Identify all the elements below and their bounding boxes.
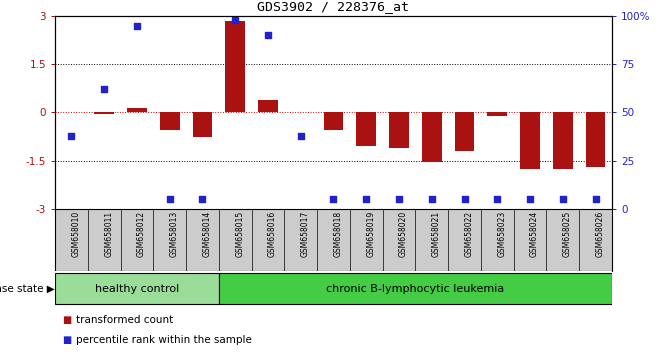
Text: GSM658012: GSM658012 xyxy=(137,211,146,257)
Bar xyxy=(55,273,219,304)
Bar xyxy=(258,99,278,113)
Point xyxy=(197,196,208,202)
Text: GSM658025: GSM658025 xyxy=(563,211,572,257)
Bar xyxy=(95,113,114,114)
Bar xyxy=(389,113,409,148)
Text: GSM658026: GSM658026 xyxy=(596,211,605,257)
Point xyxy=(394,196,405,202)
Text: GSM658024: GSM658024 xyxy=(530,211,539,257)
Text: GSM658020: GSM658020 xyxy=(399,211,408,257)
Text: transformed count: transformed count xyxy=(76,315,174,325)
Point xyxy=(558,196,568,202)
Point xyxy=(164,196,175,202)
Text: GSM658019: GSM658019 xyxy=(366,211,375,257)
Point xyxy=(426,196,437,202)
Text: percentile rank within the sample: percentile rank within the sample xyxy=(76,335,252,345)
Bar xyxy=(586,113,605,167)
Point xyxy=(99,86,109,92)
Text: GSM658023: GSM658023 xyxy=(497,211,507,257)
Bar xyxy=(553,113,572,169)
Bar xyxy=(219,273,612,304)
Bar xyxy=(356,113,376,146)
Bar xyxy=(127,108,147,113)
Point xyxy=(361,196,372,202)
Text: GSM658015: GSM658015 xyxy=(236,211,244,257)
Point xyxy=(230,17,241,23)
Text: GSM658013: GSM658013 xyxy=(170,211,178,257)
Text: chronic B-lymphocytic leukemia: chronic B-lymphocytic leukemia xyxy=(326,284,505,293)
Text: GSM658016: GSM658016 xyxy=(268,211,277,257)
Text: ■: ■ xyxy=(62,335,71,345)
Point xyxy=(132,23,142,28)
Bar xyxy=(323,113,344,130)
Point xyxy=(295,133,306,138)
Text: GSM658017: GSM658017 xyxy=(301,211,310,257)
Point xyxy=(66,133,76,138)
Text: healthy control: healthy control xyxy=(95,284,179,293)
Point xyxy=(590,196,601,202)
Point xyxy=(262,32,273,38)
Text: GSM658018: GSM658018 xyxy=(333,211,342,257)
Bar xyxy=(193,113,212,137)
Point xyxy=(525,196,535,202)
Text: GSM658011: GSM658011 xyxy=(104,211,113,257)
Text: GSM658022: GSM658022 xyxy=(464,211,474,257)
Text: GSM658014: GSM658014 xyxy=(203,211,211,257)
Bar xyxy=(455,113,474,151)
Point xyxy=(328,196,339,202)
Bar xyxy=(487,113,507,116)
Bar xyxy=(520,113,540,169)
Bar xyxy=(160,113,180,130)
Bar xyxy=(422,113,442,162)
Bar xyxy=(225,21,245,113)
Text: GSM658010: GSM658010 xyxy=(71,211,81,257)
Text: disease state ▶: disease state ▶ xyxy=(0,284,55,293)
Text: ■: ■ xyxy=(62,315,71,325)
Point xyxy=(492,196,503,202)
Title: GDS3902 / 228376_at: GDS3902 / 228376_at xyxy=(258,0,409,13)
Text: GSM658021: GSM658021 xyxy=(431,211,441,257)
Point xyxy=(459,196,470,202)
